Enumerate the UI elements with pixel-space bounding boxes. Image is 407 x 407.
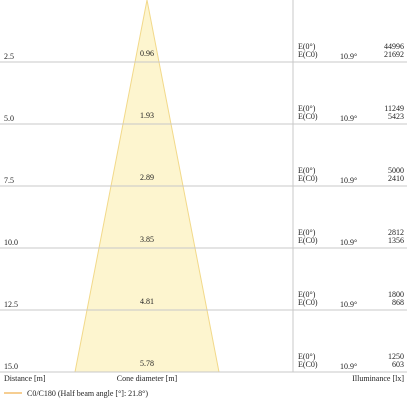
half-angle: 10.9° (340, 176, 357, 185)
legend-label: C0/C180 (Half beam angle [°]: 21.8°) (27, 389, 148, 398)
e0-label: E(0°) (298, 352, 316, 361)
e0-label: E(0°) (298, 104, 316, 113)
diameter-header: Cone diameter [m] (117, 374, 178, 383)
e0-value: 44996 (384, 42, 404, 51)
cone-diameter: 3.85 (140, 235, 154, 244)
e0-value: 1800 (388, 290, 404, 299)
e0-value: 11249 (384, 104, 404, 113)
e0-value: 2812 (388, 228, 404, 237)
e0-value: 1250 (388, 352, 404, 361)
distance: 5.0 (4, 114, 14, 123)
half-angle: 10.9° (340, 114, 357, 123)
ec0-value: 603 (392, 360, 404, 369)
half-angle: 10.9° (340, 300, 357, 309)
cone-diameter: 5.78 (140, 359, 154, 368)
e0-label: E(0°) (298, 166, 316, 175)
ec0-label: E(C0) (298, 50, 318, 59)
distance: 7.5 (4, 176, 14, 185)
ec0-value: 868 (392, 298, 404, 307)
ec0-label: E(C0) (298, 360, 318, 369)
cone-diameter: 4.81 (140, 297, 154, 306)
ec0-label: E(C0) (298, 236, 318, 245)
illuminance-header: Illuminance [lx] (352, 374, 404, 383)
e0-label: E(0°) (298, 290, 316, 299)
cone-diameter: 1.93 (140, 111, 154, 120)
distance-header: Distance [m] (4, 374, 46, 383)
ec0-value: 1356 (388, 236, 404, 245)
half-angle: 10.9° (340, 52, 357, 61)
distance: 12.5 (4, 300, 18, 309)
half-angle: 10.9° (340, 238, 357, 247)
ec0-label: E(C0) (298, 298, 318, 307)
e0-label: E(0°) (298, 228, 316, 237)
distance: 2.5 (4, 52, 14, 61)
ec0-value: 5423 (388, 112, 404, 121)
ec0-value: 2410 (388, 174, 404, 183)
ec0-label: E(C0) (298, 112, 318, 121)
half-angle: 10.9° (340, 362, 357, 371)
ec0-value: 21692 (384, 50, 404, 59)
distance: 15.0 (4, 362, 18, 371)
cone-diameter: 0.96 (140, 49, 154, 58)
e0-value: 5000 (388, 166, 404, 175)
distance: 10.0 (4, 238, 18, 247)
cone-diameter: 2.89 (140, 173, 154, 182)
e0-label: E(0°) (298, 42, 316, 51)
ec0-label: E(C0) (298, 174, 318, 183)
